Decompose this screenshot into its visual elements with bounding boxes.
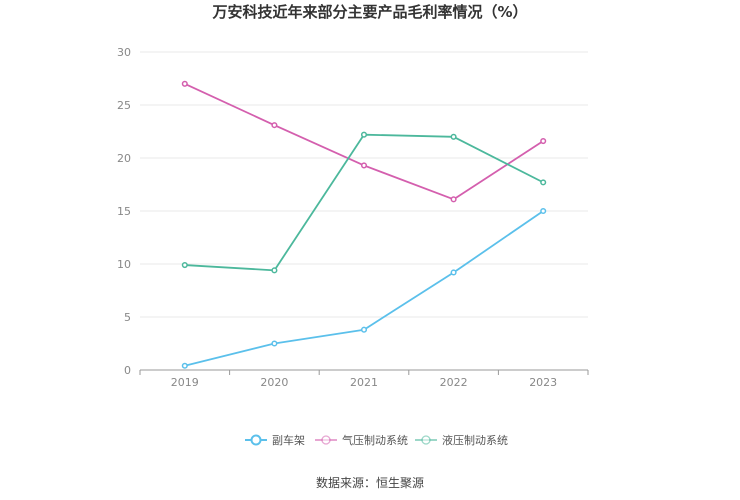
legend-marker-icon <box>421 435 431 445</box>
data-point <box>360 162 368 169</box>
x-tick-label: 2022 <box>440 376 468 389</box>
y-tick-label: 0 <box>124 364 131 377</box>
y-tick-label: 25 <box>117 99 131 112</box>
series-2 <box>181 131 547 274</box>
x-tick-label: 2023 <box>529 376 557 389</box>
data-point <box>540 137 547 145</box>
legend-marker-icon <box>250 434 262 446</box>
legend[interactable]: 副车架 气压制动系统 液压制动系统 <box>245 433 508 447</box>
grid <box>140 51 588 318</box>
y-tick-label: 10 <box>117 258 131 271</box>
series-layer <box>181 80 547 369</box>
legend-label: 副车架 <box>272 433 305 447</box>
legend-marker-icon <box>321 435 331 445</box>
legend-item[interactable]: 副车架 <box>245 433 305 447</box>
series-line <box>184 133 544 272</box>
series-1 <box>181 80 547 203</box>
data-point <box>181 80 188 87</box>
legend-item[interactable]: 气压制动系统 <box>315 433 408 447</box>
data-point <box>271 340 278 347</box>
series-0 <box>181 207 547 369</box>
data-point <box>271 122 278 129</box>
source-note: 数据来源：恒生聚源 <box>316 475 424 490</box>
x-tick-label: 2019 <box>171 376 199 389</box>
x-tick-label: 2020 <box>260 376 288 389</box>
chart-title: 万安科技近年来部分主要产品毛利率情况（%） <box>211 3 527 21</box>
series-line <box>184 82 544 201</box>
legend-label: 气压制动系统 <box>342 433 408 447</box>
legend-label: 液压制动系统 <box>442 433 508 447</box>
y-tick-label: 5 <box>124 311 131 324</box>
data-point <box>540 207 547 215</box>
y-tick-label: 20 <box>117 152 131 165</box>
data-point <box>360 326 368 333</box>
data-point <box>181 262 188 269</box>
series-line <box>184 210 544 367</box>
data-point <box>450 196 457 203</box>
axes: 0 5 10 15 20 25 30 2019 2020 2021 2022 2023 <box>117 46 589 389</box>
data-point <box>360 131 368 138</box>
data-point <box>181 362 188 369</box>
data-point <box>450 269 457 276</box>
x-tick-label: 2021 <box>350 376 378 389</box>
y-tick-label: 15 <box>117 205 131 218</box>
legend-item[interactable]: 液压制动系统 <box>415 433 508 447</box>
data-point <box>540 179 547 186</box>
data-point <box>450 133 457 140</box>
data-point <box>271 267 278 274</box>
y-tick-label: 30 <box>117 46 131 59</box>
